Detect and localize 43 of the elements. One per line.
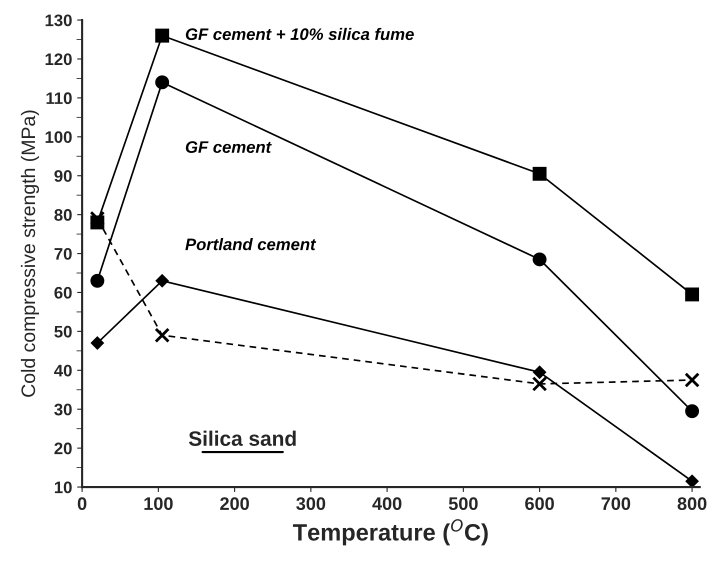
point — [155, 75, 170, 90]
text: Portland cement — [185, 238, 316, 250]
point — [685, 287, 700, 302]
y-tick-label: 50 — [54, 326, 72, 338]
y-tick-label: 120 — [46, 53, 72, 66]
x-axis-title: Temperature ($^{O}$C) — [292, 519, 488, 546]
x-tick-label: 500 — [448, 497, 478, 510]
point — [684, 372, 700, 388]
y-tick-label: 80 — [54, 209, 72, 221]
y-tick-label: 110 — [46, 92, 72, 104]
y-tick-label: 130 — [46, 14, 72, 26]
point — [155, 28, 170, 43]
x-tick-label: 300 — [296, 497, 326, 510]
y-tick-label: 10 — [54, 481, 72, 494]
annotation: Silica sand — [188, 430, 296, 446]
y-tick-label: 30 — [54, 404, 72, 416]
y-tick-label: 100 — [46, 131, 72, 144]
x-tick-label: 100 — [144, 497, 173, 510]
y-tick-label: 20 — [54, 442, 72, 454]
x-tick-label: 600 — [525, 497, 554, 510]
point — [685, 404, 700, 418]
y-tick-label: 70 — [54, 248, 72, 260]
x-tick-label: 200 — [220, 497, 249, 510]
x-tick-label: 0 — [78, 497, 86, 510]
point — [156, 274, 169, 288]
point — [154, 328, 170, 343]
y-tick-label: 90 — [54, 170, 72, 182]
x-tick-label: 400 — [372, 497, 402, 510]
point — [532, 376, 548, 392]
point — [533, 366, 546, 379]
point — [90, 210, 105, 226]
point — [90, 274, 104, 288]
series-label: GF cement + 10% silica fume — [186, 28, 414, 40]
x-tick-label: 700 — [602, 497, 630, 510]
point — [686, 474, 699, 488]
point — [532, 166, 547, 181]
point — [90, 336, 104, 350]
y-tick-label: 60 — [54, 286, 72, 299]
y-tick-label: 40 — [54, 364, 72, 377]
x-tick-label: 800 — [678, 497, 706, 510]
series-label: GF cement — [186, 141, 272, 153]
y-axis-title: Cold compressive strength (MPa) — [20, 110, 40, 397]
point — [532, 252, 547, 266]
